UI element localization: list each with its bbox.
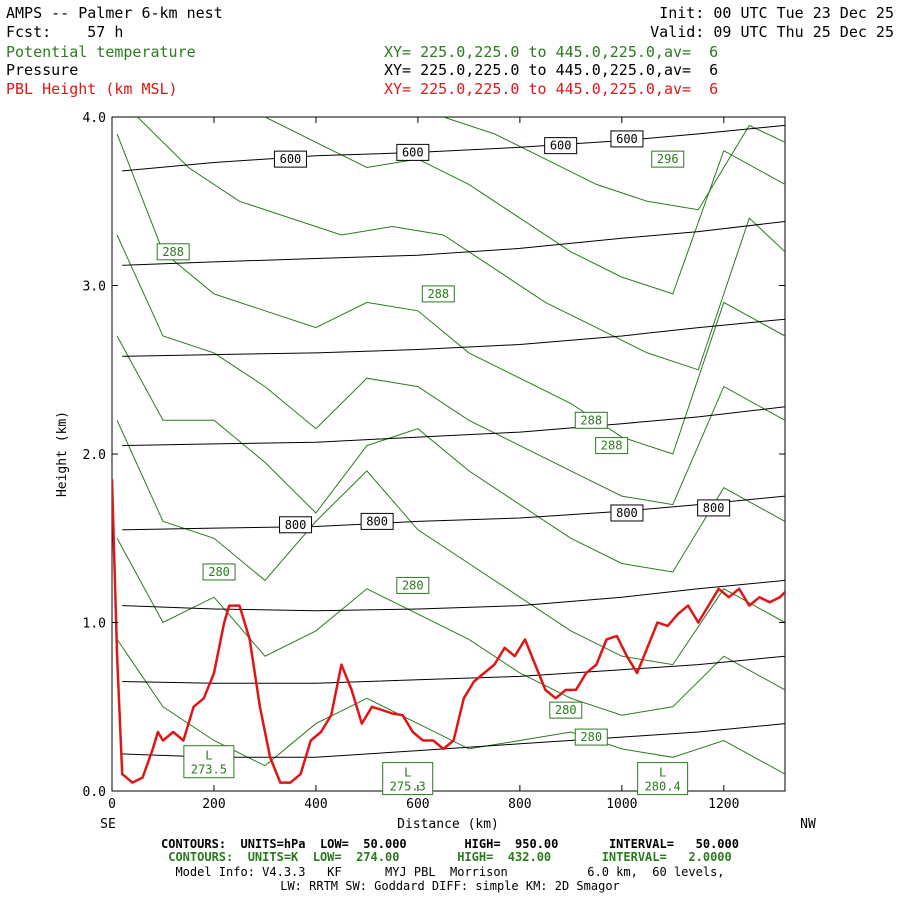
svg-text:288: 288	[427, 287, 449, 301]
theta-low-value: 280.4	[645, 780, 681, 794]
theta-label-288: 288	[574, 411, 608, 429]
x-axis-label: Distance (km)	[397, 817, 499, 832]
svg-text:600: 600	[550, 139, 572, 153]
x-tick-label-1200: 1200	[708, 797, 739, 812]
pressure-label-600: 600	[273, 150, 307, 168]
y-tick-label-1.0: 1.0	[83, 617, 106, 632]
x-tick-label-400: 400	[304, 797, 327, 812]
forecast-hour: Fcst: 57 h	[6, 23, 124, 41]
field-name-pressure: Pressure	[6, 61, 79, 79]
field-xy-pbl: XY= 225.0,225.0 to 445.0,225.0,av= 6	[384, 80, 719, 98]
pressure-label-600: 600	[610, 130, 644, 148]
theta-low-marker: L	[659, 766, 666, 780]
chart-title: AMPS -- Palmer 6-km nest	[6, 4, 223, 22]
pressure-isobar-0	[122, 124, 785, 172]
theta-label-296: 296	[651, 150, 685, 168]
pressure-isobar-1	[122, 221, 785, 266]
pressure-isobar-3	[122, 406, 785, 447]
theta-isentrope-6	[137, 117, 785, 371]
pressure-label-800: 800	[610, 504, 644, 522]
svg-text:800: 800	[703, 501, 725, 515]
x-tick-label-800: 800	[508, 797, 531, 812]
theta-label-280: 280	[574, 728, 608, 746]
pressure-label-800: 800	[697, 499, 731, 517]
theta-isentrope-3	[116, 335, 785, 573]
svg-text:288: 288	[601, 439, 623, 453]
theta-label-280: 280	[396, 576, 430, 594]
y-tick-label-3.0: 3.0	[83, 280, 106, 295]
svg-text:600: 600	[402, 145, 424, 159]
svg-text:280: 280	[555, 703, 577, 717]
contour-labels: 600 600 600 600 800 800 800 800 296 288 288 288 288 2…	[156, 130, 731, 796]
x-right-end-label: NW	[800, 817, 816, 832]
pressure-label-800: 800	[279, 516, 313, 534]
theta-isentrope-5	[116, 133, 785, 455]
svg-text:800: 800	[366, 514, 388, 528]
pressure-isobar-5	[122, 579, 785, 612]
theta-low-value: 273.5	[191, 763, 227, 777]
theta-label-280: 280	[202, 563, 236, 581]
field-xy-theta: XY= 225.0,225.0 to 445.0,225.0,av= 6	[384, 43, 719, 61]
y-tick-label-2.0: 2.0	[83, 448, 106, 463]
footer-model-info: Model Info: V4.3.3 KF MYJ PBL Morrison 6…	[175, 865, 725, 879]
y-tick-label-0.0: 0.0	[83, 785, 106, 800]
x-left-end-label: SE	[100, 817, 116, 832]
svg-text:280: 280	[402, 578, 424, 592]
svg-text:800: 800	[285, 518, 307, 532]
theta-isentrope-2	[116, 420, 785, 666]
init-time: Init: 00 UTC Tue 23 Dec 25	[659, 4, 894, 22]
theta-label-288: 288	[421, 285, 455, 303]
valid-time: Valid: 09 UTC Thu 25 Dec 25	[650, 23, 894, 41]
x-tick-label-0: 0	[108, 797, 116, 812]
theta-low-marker: L	[404, 766, 411, 780]
pressure-isobars	[122, 124, 785, 758]
y-axis-label: Height (km)	[55, 411, 70, 497]
theta-isentrope-4	[116, 234, 785, 506]
theta-isentropes	[116, 117, 785, 775]
axes: 0 200 400 600 800 1000 1200 0.0 1.0 2.0 3.0 4.0	[83, 111, 785, 812]
svg-text:600: 600	[280, 152, 302, 166]
theta-label-288: 288	[156, 243, 190, 261]
theta-label-288: 288	[595, 437, 629, 455]
pressure-label-800: 800	[360, 512, 394, 530]
theta-isentrope-7	[264, 117, 785, 295]
svg-text:288: 288	[162, 245, 184, 259]
theta-isentrope-1	[116, 538, 785, 716]
svg-text:296: 296	[657, 152, 679, 166]
theta-low-value: 275.3	[390, 780, 426, 794]
field-name-theta: Potential temperature	[6, 43, 196, 61]
pressure-isobar-4	[122, 495, 785, 531]
pbl-height-line	[112, 479, 785, 784]
pbl-height-layer	[112, 479, 785, 784]
theta-low-marker: L	[205, 749, 212, 763]
x-tick-label-600: 600	[406, 797, 429, 812]
pressure-label-600: 600	[396, 143, 430, 161]
theta-isentrope-8	[443, 117, 785, 211]
x-tick-label-200: 200	[202, 797, 225, 812]
footer-physics: LW: RRTM SW: Goddard DIFF: simple KM: 2D…	[280, 879, 620, 893]
x-tick-label-1000: 1000	[606, 797, 637, 812]
y-tick-label-4.0: 4.0	[83, 111, 106, 126]
pressure-isobar-2	[122, 318, 785, 357]
svg-text:800: 800	[616, 506, 638, 520]
theta-isentrope-0	[116, 639, 785, 775]
field-name-pbl: PBL Height (km MSL)	[6, 80, 178, 98]
footer-pressure-contours: CONTOURS: UNITS=hPa LOW= 50.000 HIGH= 95…	[161, 837, 739, 851]
svg-text:280: 280	[580, 730, 602, 744]
pressure-isobar-6	[122, 655, 785, 684]
svg-text:600: 600	[616, 132, 638, 146]
svg-text:288: 288	[580, 413, 602, 427]
footer-theta-contours: CONTOURS: UNITS=K LOW= 274.00 HIGH= 432.…	[168, 850, 732, 864]
pressure-label-600: 600	[544, 137, 578, 155]
svg-text:280: 280	[208, 565, 230, 579]
field-xy-pressure: XY= 225.0,225.0 to 445.0,225.0,av= 6	[384, 61, 719, 79]
theta-label-280: 280	[549, 701, 583, 719]
